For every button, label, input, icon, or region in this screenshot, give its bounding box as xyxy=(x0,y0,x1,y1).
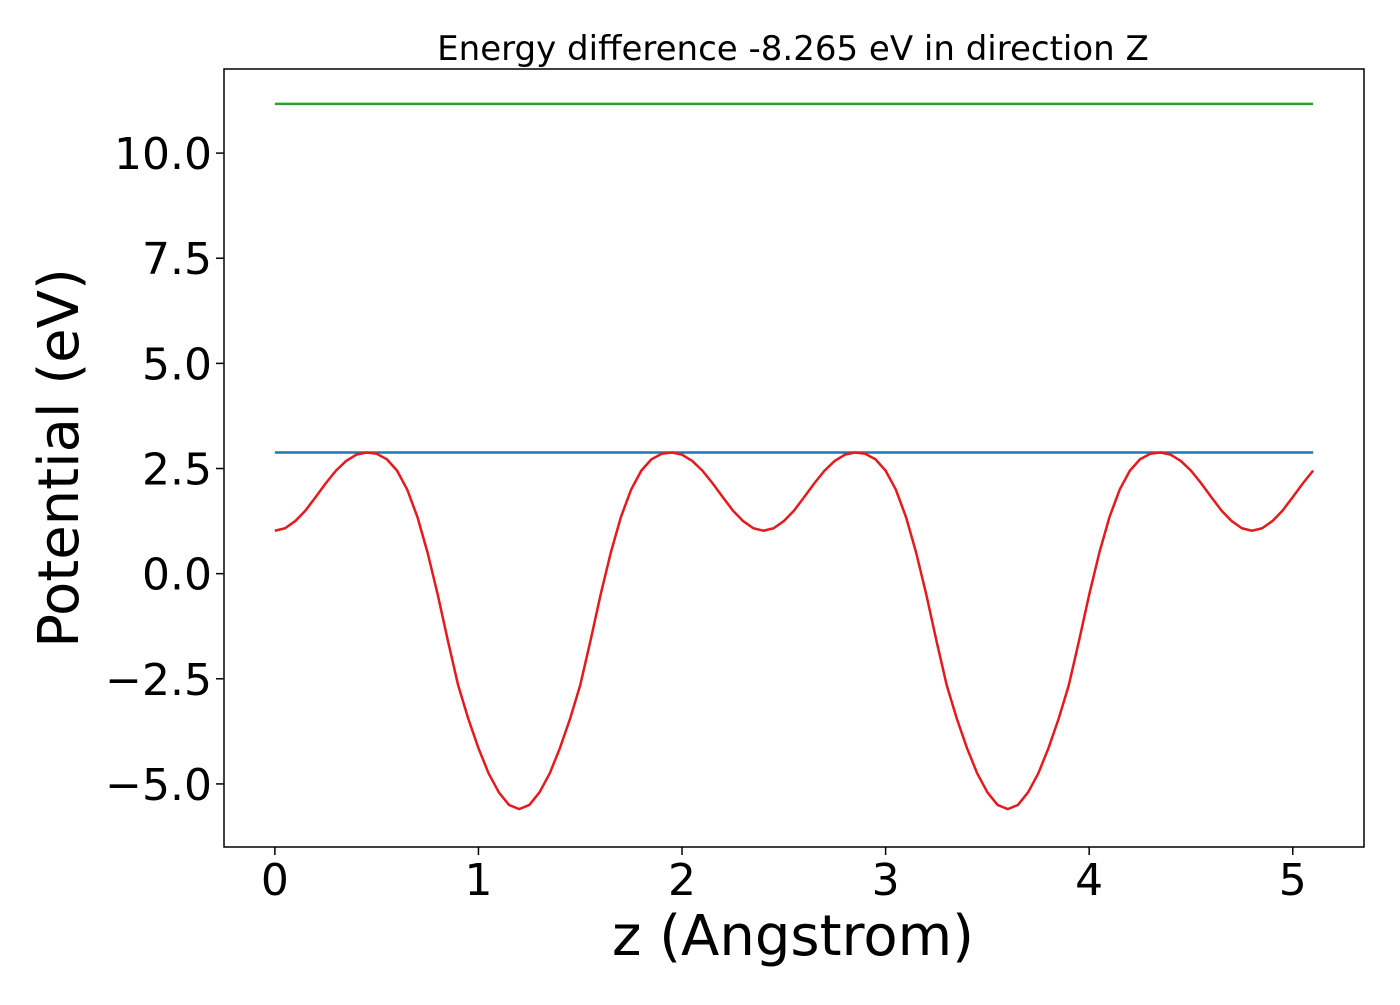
x-tick-label: 0 xyxy=(261,855,289,906)
x-tick-label: 1 xyxy=(464,855,492,906)
y-axis-label: Potential (eV) xyxy=(27,268,92,648)
y-axis: −5.0 −2.5 0.0 2.5 5.0 7.5 10.0 xyxy=(105,129,224,811)
y-tick-label: 0.0 xyxy=(142,550,212,601)
y-tick-label: −2.5 xyxy=(105,655,212,706)
y-tick-label: 10.0 xyxy=(114,129,212,180)
series-line-2 xyxy=(274,451,1315,811)
y-tick-label: 5.0 xyxy=(142,339,212,390)
y-tick-label: −5.0 xyxy=(105,760,212,811)
x-tick-label: 5 xyxy=(1279,855,1307,906)
x-tick-label: 4 xyxy=(1075,855,1103,906)
y-tick-label: 2.5 xyxy=(142,445,212,496)
x-axis-label: z (Angstrom) xyxy=(612,904,974,969)
x-tick-label: 3 xyxy=(872,855,900,906)
x-tick-label: 2 xyxy=(668,855,696,906)
chart-title: Energy difference -8.265 eV in direction… xyxy=(437,29,1149,69)
y-tick-label: 7.5 xyxy=(142,234,212,285)
axes-frame xyxy=(223,68,1365,848)
x-axis: 0 1 2 3 4 5 xyxy=(261,847,1307,906)
plot-area xyxy=(274,102,1315,811)
